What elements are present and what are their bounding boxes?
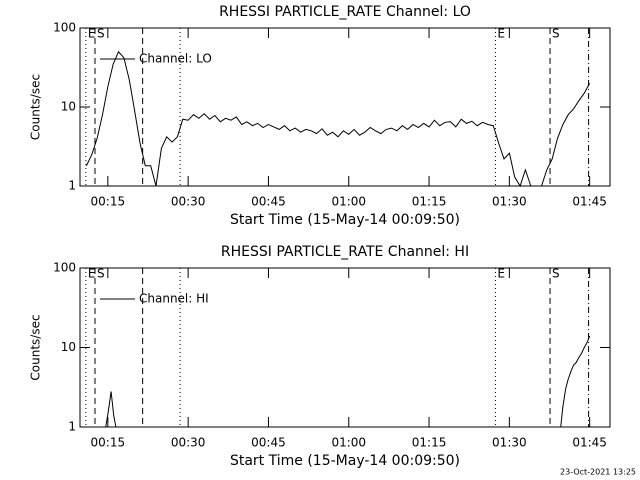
marker-label: E bbox=[88, 267, 96, 281]
timestamp: 23-Oct-2021 13:25 bbox=[560, 468, 636, 477]
y-tick-label: 1 bbox=[68, 179, 76, 193]
x-tick-label: 00:15 bbox=[91, 195, 126, 209]
marker-label: S bbox=[97, 267, 105, 281]
y-tick-label: 10 bbox=[61, 100, 76, 114]
y-tick-label: 100 bbox=[53, 261, 76, 275]
x-axis-label: Start Time (15-May-14 00:09:50) bbox=[230, 453, 460, 469]
legend-label: Channel: HI bbox=[139, 292, 209, 306]
y-tick-label: 100 bbox=[53, 21, 76, 35]
x-tick-label: 00:15 bbox=[91, 436, 126, 450]
marker-label: E bbox=[497, 267, 505, 281]
x-tick-label: 01:45 bbox=[572, 195, 607, 209]
x-tick-label: 00:30 bbox=[171, 195, 206, 209]
data-line bbox=[85, 50, 591, 188]
x-tick-label: 00:30 bbox=[171, 436, 206, 450]
x-tick-label: 01:45 bbox=[572, 436, 607, 450]
x-axis-label: Start Time (15-May-14 00:09:50) bbox=[230, 212, 460, 228]
chart-title: RHESSI PARTICLE_RATE Channel: LO bbox=[219, 4, 471, 20]
y-tick-label: 10 bbox=[61, 340, 76, 354]
marker-label: S bbox=[97, 27, 105, 41]
legend-label: Channel: LO bbox=[139, 52, 212, 66]
chart-title: RHESSI PARTICLE_RATE Channel: HI bbox=[221, 244, 469, 260]
marker-label: S bbox=[552, 27, 560, 41]
x-tick-label: 01:30 bbox=[492, 195, 527, 209]
marker-label: S bbox=[552, 267, 560, 281]
marker-label: E bbox=[497, 27, 505, 41]
data-line bbox=[105, 335, 591, 428]
y-axis-label: Counts/sec bbox=[29, 314, 43, 380]
x-tick-label: 01:00 bbox=[331, 436, 366, 450]
x-tick-label: 01:00 bbox=[331, 195, 366, 209]
y-tick-label: 1 bbox=[68, 420, 76, 434]
x-tick-label: 01:30 bbox=[492, 436, 527, 450]
x-tick-label: 01:15 bbox=[412, 195, 447, 209]
marker-label: E bbox=[88, 27, 96, 41]
x-tick-label: 01:15 bbox=[412, 436, 447, 450]
x-tick-label: 00:45 bbox=[251, 436, 286, 450]
y-axis-label: Counts/sec bbox=[29, 74, 43, 140]
x-tick-label: 00:45 bbox=[251, 195, 286, 209]
